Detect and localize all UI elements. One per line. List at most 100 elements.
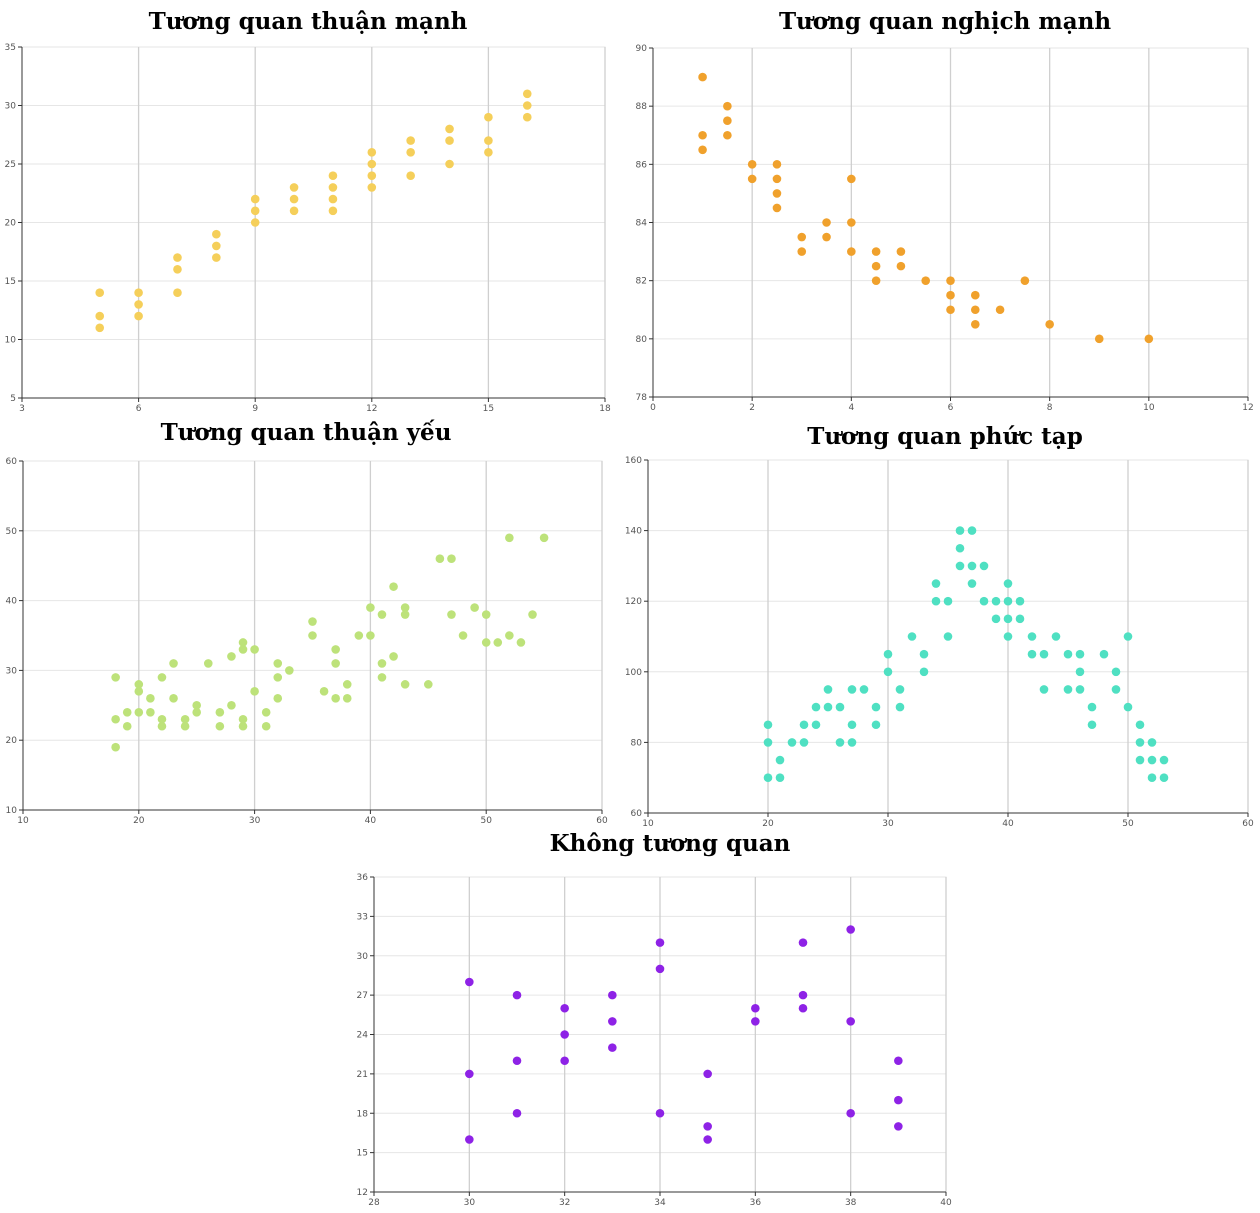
data-point [1039, 685, 1049, 694]
data-point [655, 1108, 665, 1118]
y-tick-label: 160 [625, 456, 642, 466]
data-point [608, 990, 617, 1000]
data-point [261, 721, 271, 731]
data-point [505, 631, 514, 640]
data-point [250, 206, 260, 216]
x-tick-label: 28 [368, 1198, 380, 1208]
y-tick-label: 140 [625, 527, 642, 537]
data-point [203, 659, 213, 668]
data-point [1147, 773, 1157, 782]
x-tick-label: 40 [1002, 819, 1014, 829]
y-tick-label: 10 [6, 806, 18, 816]
data-point [797, 247, 807, 256]
y-tick-label: 24 [357, 1031, 369, 1041]
data-point [238, 645, 248, 654]
x-tick-label: 38 [845, 1198, 857, 1208]
data-point [991, 614, 1001, 624]
data-point [946, 276, 955, 285]
data-point [493, 638, 503, 647]
data-point [723, 101, 732, 111]
data-point [967, 579, 977, 588]
data-point [772, 189, 782, 198]
data-point [931, 596, 941, 606]
data-point [822, 218, 831, 227]
data-point [400, 603, 410, 612]
data-point [859, 685, 869, 694]
data-point [823, 702, 833, 712]
x-tick-label: 34 [654, 1198, 666, 1208]
data-point [512, 1056, 522, 1066]
data-point [173, 265, 182, 274]
data-point [406, 148, 415, 157]
data-point [955, 543, 965, 553]
data-point [823, 685, 833, 694]
data-point [1020, 276, 1030, 285]
x-tick-label: 10 [642, 819, 654, 829]
data-point [458, 631, 468, 640]
data-point [238, 638, 248, 647]
data-point [871, 720, 881, 730]
data-point [447, 610, 456, 619]
data-point [1111, 685, 1121, 694]
data-point [995, 305, 1005, 315]
chart-title-complex: Tương quan phức tạp [807, 423, 1083, 450]
y-tick-label: 15 [5, 277, 16, 287]
data-point [979, 561, 989, 571]
data-point [560, 1030, 569, 1039]
data-point [1075, 667, 1085, 677]
data-point [847, 685, 857, 694]
data-point [1135, 720, 1145, 730]
plot-weak-positive: 10 20 30 40 50 60 10 20 30 40 50 60 [6, 457, 608, 826]
data-point [883, 649, 893, 659]
data-point [481, 638, 491, 647]
data-point [389, 582, 398, 591]
x-tick-label: 10 [1143, 403, 1155, 413]
data-point [238, 714, 248, 724]
y-tick-label: 86 [636, 160, 648, 170]
data-point [522, 112, 532, 122]
data-point [896, 261, 906, 271]
y-tick-label: 100 [625, 668, 642, 678]
y-tick-label: 25 [5, 160, 16, 170]
data-point [328, 183, 338, 192]
data-point [342, 694, 352, 703]
data-point [289, 206, 299, 216]
data-point [747, 174, 757, 184]
x-tick-label: 30 [249, 816, 261, 826]
data-point [1111, 667, 1121, 677]
data-point [1087, 720, 1097, 730]
data-point [157, 714, 167, 724]
data-point [465, 1135, 474, 1144]
data-point [763, 738, 773, 747]
data-point [470, 603, 479, 612]
chart-title-weak-positive: Tương quan thuận yếu [160, 419, 452, 446]
data-point [991, 596, 1001, 606]
data-point [328, 194, 338, 204]
data-point [763, 720, 773, 730]
data-point [1003, 596, 1013, 606]
data-point [134, 300, 143, 309]
data-point [1159, 773, 1169, 782]
data-point [1003, 579, 1013, 588]
data-point [445, 124, 454, 134]
data-point [261, 707, 271, 717]
x-tick-label: 3 [19, 404, 25, 414]
data-point [308, 631, 317, 640]
data-point [354, 631, 364, 640]
data-point [698, 130, 707, 140]
data-point [308, 617, 317, 626]
data-point [894, 1095, 903, 1105]
data-point [445, 136, 454, 145]
data-point [389, 652, 398, 661]
data-point [979, 596, 989, 606]
data-point [943, 632, 953, 641]
x-tick-label: 32 [559, 1198, 570, 1208]
x-tick-label: 60 [596, 816, 608, 826]
data-point [111, 714, 120, 724]
data-point [528, 610, 537, 619]
data-point [285, 666, 294, 675]
data-point [406, 171, 415, 180]
data-point [698, 72, 707, 82]
x-tick-label: 40 [940, 1198, 952, 1208]
